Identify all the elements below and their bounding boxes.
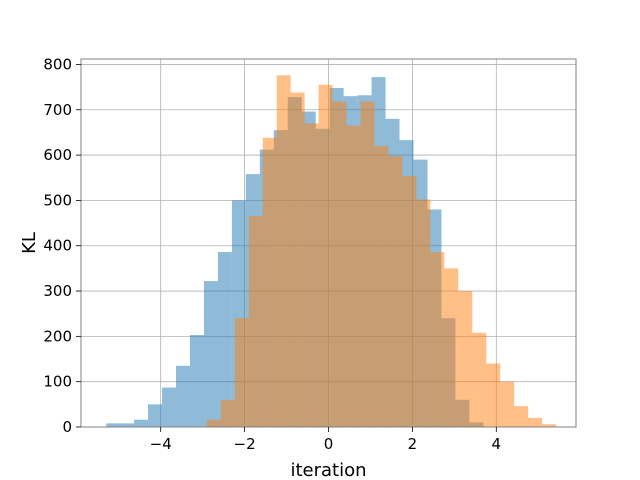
histogram-bar [360,101,375,427]
histogram-bar [176,365,190,427]
x-tick-label: −4 [150,435,172,453]
histogram-bar [106,423,121,427]
histogram-bars [106,75,557,428]
y-tick-label: 500 [43,191,72,209]
histogram-bar [248,215,263,427]
histogram-bar [189,335,204,427]
y-tick-label: 200 [43,327,72,345]
histogram-bar [234,318,249,427]
histogram-bar [486,363,501,427]
histogram-bar [290,92,305,427]
y-tick-label: 400 [43,237,72,255]
histogram-bar [500,381,515,427]
histogram-bar [203,281,218,427]
histogram-bar [162,387,177,427]
histogram-bar [148,404,163,427]
histogram-bar [134,419,149,427]
y-tick-label: 600 [43,146,72,164]
histogram-bar [262,137,277,427]
histogram-bar [374,146,389,428]
histogram-bar [430,252,445,427]
histogram-bar [542,424,557,427]
x-tick-label: −2 [234,435,256,453]
histogram-bar [402,175,417,427]
histogram-bar [416,199,431,427]
histogram-bar [318,84,333,427]
histogram-bar [346,125,361,427]
histogram-bar [444,268,459,427]
histogram-bar [388,155,403,427]
x-axis-title: iteration [290,460,366,480]
histogram-bar [220,399,235,427]
axis-ticks: −4 −2 0 2 4 0 100 200 300 400 500 600 700 800 [43,55,501,453]
histogram-series-2 [206,75,557,428]
y-tick-label: 700 [43,101,72,119]
histogram-bar [472,332,487,427]
histogram-bar [514,406,529,427]
y-tick-label: 100 [43,373,72,391]
y-tick-label: 0 [62,418,72,436]
y-tick-label: 800 [43,55,72,73]
histogram-bar [276,75,291,427]
x-tick-label: 4 [492,435,502,453]
x-tick-label: 0 [324,435,334,453]
histogram-bar [206,419,221,427]
histogram-bar [332,101,347,427]
y-axis-title: KL [19,232,40,254]
histogram-bar [217,252,232,427]
y-tick-label: 300 [43,282,72,300]
histogram-bar [120,423,135,427]
x-tick-label: 2 [408,435,418,453]
histogram-bar [528,417,543,427]
histogram-bar [304,123,319,428]
histogram-bar [458,291,473,427]
